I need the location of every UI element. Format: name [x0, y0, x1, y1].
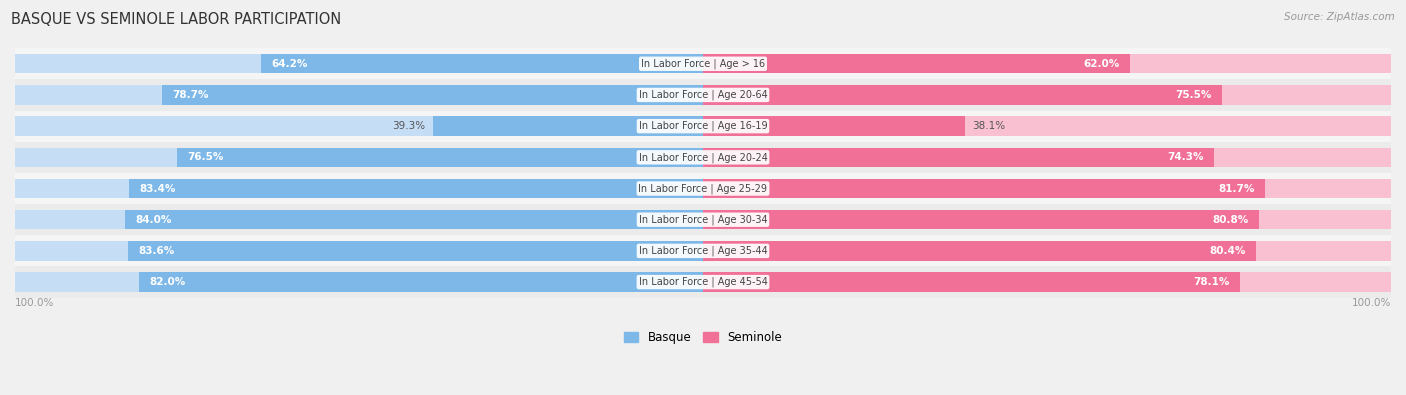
Text: Source: ZipAtlas.com: Source: ZipAtlas.com	[1284, 12, 1395, 22]
Text: 82.0%: 82.0%	[149, 277, 186, 287]
Bar	[139, 273, 703, 292]
Text: 64.2%: 64.2%	[271, 59, 308, 69]
Bar	[128, 241, 703, 261]
Text: 38.1%: 38.1%	[972, 121, 1005, 131]
Text: In Labor Force | Age 35-44: In Labor Force | Age 35-44	[638, 246, 768, 256]
Bar	[162, 85, 703, 105]
Text: 78.1%: 78.1%	[1194, 277, 1230, 287]
Bar	[703, 179, 1265, 198]
Bar	[703, 210, 1258, 229]
Text: In Labor Force | Age 16-19: In Labor Force | Age 16-19	[638, 121, 768, 132]
Text: In Labor Force | Age 30-34: In Labor Force | Age 30-34	[638, 214, 768, 225]
Text: 78.7%: 78.7%	[172, 90, 208, 100]
Legend: Basque, Seminole: Basque, Seminole	[620, 327, 786, 349]
Bar	[15, 117, 703, 136]
Bar	[703, 241, 1256, 261]
Bar	[15, 48, 1391, 79]
Text: 100.0%: 100.0%	[1351, 298, 1391, 308]
Bar	[703, 273, 1240, 292]
Text: 83.6%: 83.6%	[138, 246, 174, 256]
Text: 84.0%: 84.0%	[135, 215, 172, 225]
Bar	[177, 148, 703, 167]
Bar	[15, 179, 703, 198]
Text: In Labor Force | Age 45-54: In Labor Force | Age 45-54	[638, 277, 768, 287]
Bar	[15, 204, 1391, 235]
Bar	[703, 54, 1391, 73]
Bar	[262, 54, 703, 73]
Text: In Labor Force | Age 20-24: In Labor Force | Age 20-24	[638, 152, 768, 163]
Bar	[15, 54, 703, 73]
Bar	[15, 210, 703, 229]
Text: 81.7%: 81.7%	[1219, 184, 1254, 194]
Bar	[703, 85, 1222, 105]
Text: 80.4%: 80.4%	[1209, 246, 1246, 256]
Text: In Labor Force | Age 20-64: In Labor Force | Age 20-64	[638, 90, 768, 100]
Bar	[15, 273, 703, 292]
Bar	[125, 210, 703, 229]
Bar	[15, 85, 703, 105]
Bar	[15, 79, 1391, 111]
Text: In Labor Force | Age 25-29: In Labor Force | Age 25-29	[638, 183, 768, 194]
Bar	[703, 117, 965, 136]
Bar	[433, 117, 703, 136]
Bar	[703, 85, 1391, 105]
Text: 76.5%: 76.5%	[187, 152, 224, 162]
Bar	[15, 173, 1391, 204]
Bar	[15, 241, 703, 261]
Bar	[703, 210, 1391, 229]
Bar	[129, 179, 703, 198]
Bar	[703, 241, 1391, 261]
Text: 74.3%: 74.3%	[1167, 152, 1204, 162]
Bar	[703, 148, 1391, 167]
Bar	[15, 142, 1391, 173]
Text: 75.5%: 75.5%	[1175, 90, 1212, 100]
Bar	[703, 54, 1129, 73]
Text: 39.3%: 39.3%	[392, 121, 426, 131]
Bar	[15, 148, 703, 167]
Text: BASQUE VS SEMINOLE LABOR PARTICIPATION: BASQUE VS SEMINOLE LABOR PARTICIPATION	[11, 12, 342, 27]
Bar	[703, 179, 1391, 198]
Bar	[15, 111, 1391, 142]
Bar	[15, 267, 1391, 298]
Bar	[703, 148, 1215, 167]
Text: In Labor Force | Age > 16: In Labor Force | Age > 16	[641, 58, 765, 69]
Text: 62.0%: 62.0%	[1083, 59, 1119, 69]
Text: 100.0%: 100.0%	[15, 298, 55, 308]
Bar	[703, 117, 1391, 136]
Bar	[703, 273, 1391, 292]
Bar	[15, 235, 1391, 267]
Text: 80.8%: 80.8%	[1212, 215, 1249, 225]
Text: 83.4%: 83.4%	[139, 184, 176, 194]
